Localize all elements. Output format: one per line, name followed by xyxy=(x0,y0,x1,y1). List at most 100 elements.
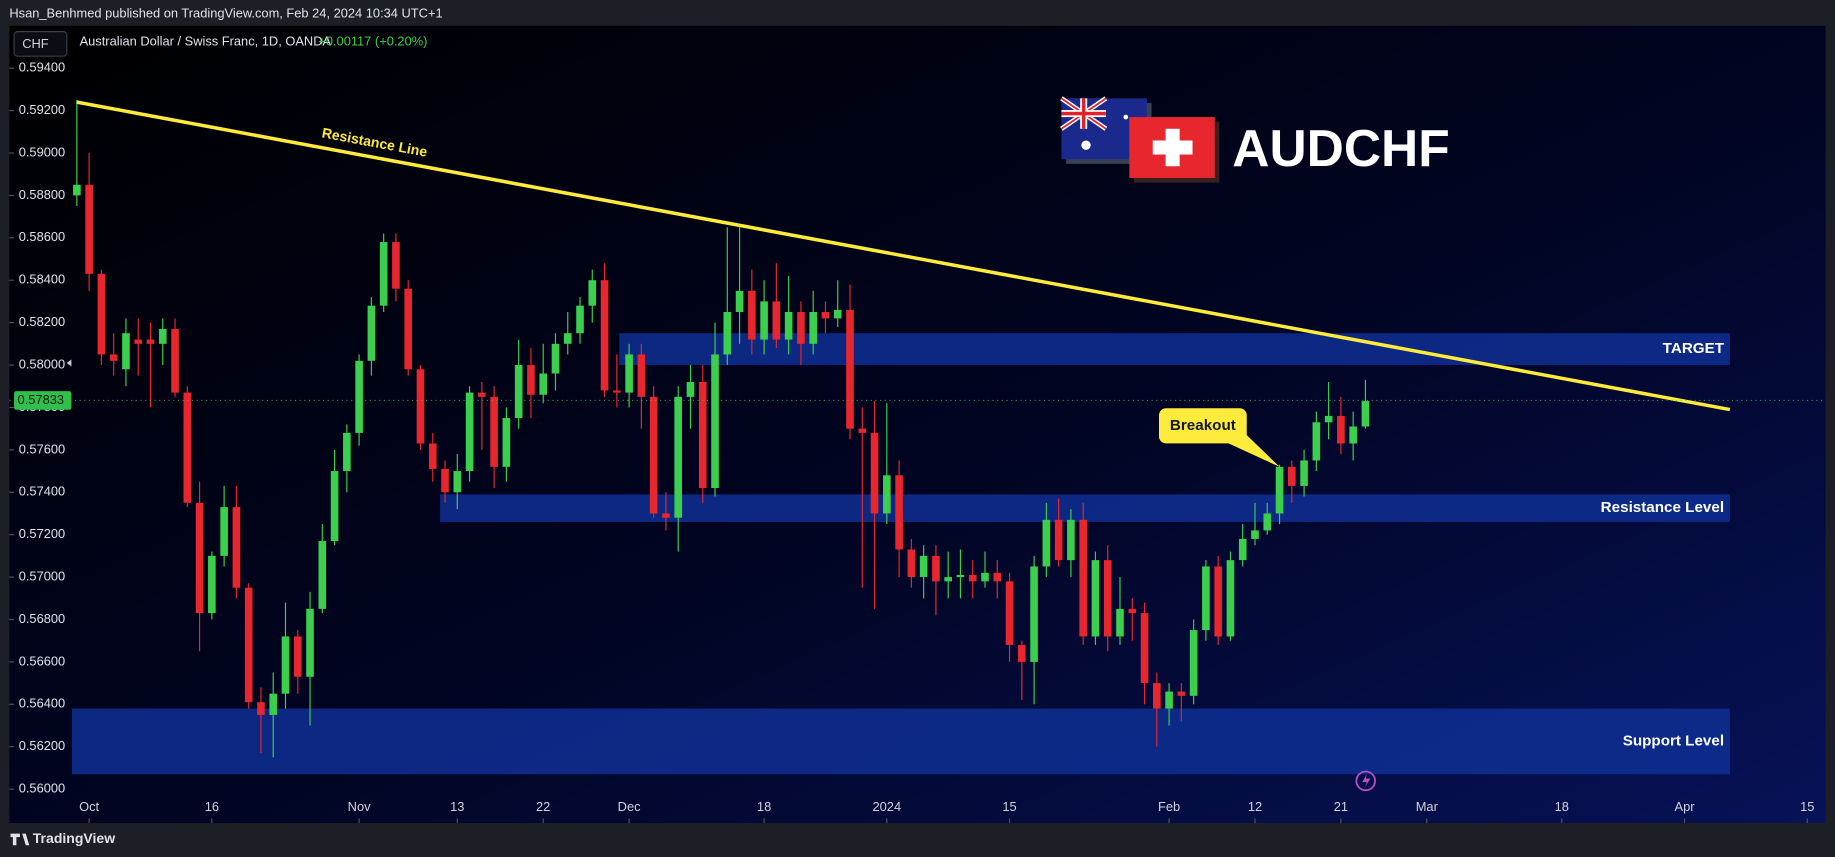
candle-body xyxy=(1202,566,1210,631)
candle-body xyxy=(158,328,167,344)
candle-body xyxy=(1042,519,1051,567)
currency-box[interactable] xyxy=(13,31,68,57)
y-tick-label: 0.59400 xyxy=(19,60,65,75)
candle-body xyxy=(968,574,977,582)
candle-body xyxy=(392,242,400,289)
candle-body xyxy=(269,693,278,715)
y-tick-label: 0.57000 xyxy=(19,568,65,583)
candle-body xyxy=(183,392,192,503)
candle-body xyxy=(833,309,842,319)
candle-body xyxy=(600,280,609,391)
candle-body xyxy=(367,305,376,361)
candle-body xyxy=(1263,513,1272,531)
candle-body xyxy=(146,339,155,344)
zone-label: Support Level xyxy=(1623,732,1724,749)
candle-body xyxy=(134,339,143,344)
candle-body xyxy=(293,636,302,677)
candle-body xyxy=(257,702,265,715)
callout-box xyxy=(1158,408,1247,444)
y-tick-label: 0.56000 xyxy=(19,781,65,796)
candle-body xyxy=(932,555,940,582)
candle-body xyxy=(797,312,805,344)
x-tick-label: 16 xyxy=(205,799,219,814)
y-tick-label: 0.58000 xyxy=(19,356,65,371)
candle-body xyxy=(355,360,363,433)
y-tick-label: 0.58600 xyxy=(19,229,65,244)
candle-body xyxy=(870,432,879,514)
candle-body xyxy=(588,280,597,306)
flag-australia xyxy=(1060,96,1152,164)
x-tick-label: Feb xyxy=(1158,799,1180,814)
y-tick-label: 0.57600 xyxy=(19,441,65,456)
candle-body xyxy=(1018,644,1026,662)
publisher: Hsan_Benhmed published on TradingView.co… xyxy=(9,5,442,20)
candle-body xyxy=(723,312,732,355)
candle-body xyxy=(772,301,781,340)
candle-body xyxy=(343,432,351,472)
symbol: AUDCHF xyxy=(1232,119,1449,177)
candle-body xyxy=(318,541,327,609)
candle-body xyxy=(1067,519,1075,561)
candle-body xyxy=(748,290,756,340)
x-tick-label: Mar xyxy=(1416,799,1439,814)
candle-body xyxy=(1312,422,1321,461)
candle-body xyxy=(625,354,633,393)
brand-logo xyxy=(10,833,30,846)
candle-body xyxy=(502,418,511,467)
y-tick-label: 0.57200 xyxy=(19,526,65,541)
instrument-title: Australian Dollar / Swiss Franc, 1D, OAN… xyxy=(80,34,332,49)
candle-body xyxy=(1054,519,1063,561)
candle-body xyxy=(109,354,118,361)
candle-body xyxy=(1079,519,1087,637)
candle-body xyxy=(1337,415,1345,444)
candle-body xyxy=(649,396,658,514)
candle-body xyxy=(1128,608,1137,614)
candle-body xyxy=(944,577,952,582)
candle-body xyxy=(956,574,965,578)
candle-body xyxy=(1361,401,1370,427)
x-tick-label: 15 xyxy=(1800,799,1814,814)
y-tick-label: 0.58800 xyxy=(19,187,65,202)
y-tick-label: 0.59200 xyxy=(19,102,65,117)
plot-area xyxy=(9,25,1826,824)
zone xyxy=(71,708,1730,775)
candle-body xyxy=(330,471,339,542)
candle-body xyxy=(1030,566,1038,662)
candle-body xyxy=(281,636,290,694)
x-tick-label: 13 xyxy=(450,799,464,814)
event-icon[interactable] xyxy=(1355,770,1376,792)
candle-body xyxy=(379,242,388,306)
candle-body xyxy=(306,608,314,677)
footer xyxy=(0,823,1835,857)
candle-body xyxy=(97,273,106,355)
candle-body xyxy=(1349,426,1357,444)
last-price-pointer xyxy=(66,359,72,367)
candle-body xyxy=(527,365,535,395)
candle-body xyxy=(1103,560,1112,637)
x-tick-label: Nov xyxy=(348,799,371,814)
candle-body xyxy=(122,333,130,370)
x-tick-label: 18 xyxy=(1555,799,1569,814)
y-tick-label: 0.56200 xyxy=(19,738,65,753)
candle-body xyxy=(1005,581,1014,645)
x-tick-label: 21 xyxy=(1334,799,1348,814)
candle-body xyxy=(576,305,584,334)
x-tick-label: 12 xyxy=(1248,799,1262,814)
x-tick-label: 22 xyxy=(536,799,550,814)
candle-body xyxy=(686,381,695,397)
candle-body xyxy=(1214,566,1222,637)
candle-body xyxy=(1165,691,1173,709)
candle-body xyxy=(563,333,572,344)
candle-body xyxy=(244,587,253,703)
candle-body xyxy=(1091,560,1100,637)
candle-body xyxy=(993,572,1002,582)
x-tick-label: Dec xyxy=(618,799,641,814)
callout-label: Breakout xyxy=(1170,417,1236,434)
candle-body xyxy=(919,555,928,578)
candle-body xyxy=(1153,683,1161,709)
brand: TradingView xyxy=(33,830,115,846)
candle-body xyxy=(1251,530,1259,539)
candle-body xyxy=(208,555,216,614)
